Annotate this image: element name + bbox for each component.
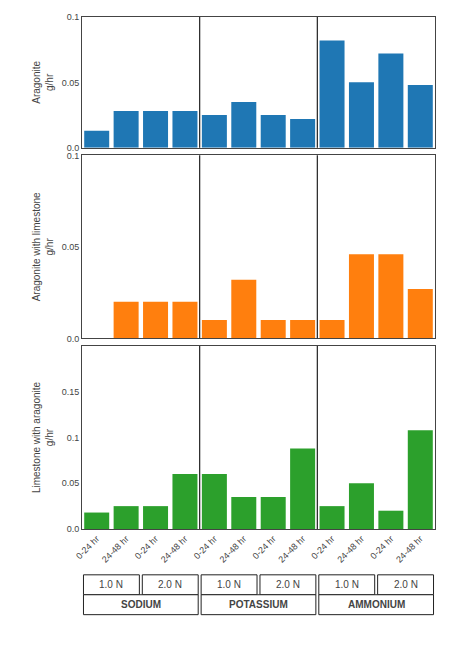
- svg-text:24-48 hr: 24-48 hr: [335, 534, 366, 565]
- svg-text:0.0: 0.0: [67, 143, 80, 153]
- svg-text:AMMONIUM: AMMONIUM: [348, 599, 405, 610]
- svg-text:24-48 hr: 24-48 hr: [276, 534, 307, 565]
- svg-text:Aragonite with limestoneg/hr: Aragonite with limestoneg/hr: [31, 192, 55, 301]
- svg-text:0-24 hr: 0-24 hr: [309, 534, 336, 561]
- svg-text:0-24 hr: 0-24 hr: [192, 534, 219, 561]
- svg-text:0-24 hr: 0-24 hr: [133, 534, 160, 561]
- svg-text:1.0 N: 1.0 N: [217, 579, 241, 590]
- svg-text:0.0: 0.0: [67, 333, 80, 343]
- svg-text:1.0 N: 1.0 N: [99, 579, 123, 590]
- svg-text:Limestone with aragoniteg/hr: Limestone with aragoniteg/hr: [31, 381, 55, 493]
- svg-text:2.0 N: 2.0 N: [158, 579, 182, 590]
- svg-text:0.1: 0.1: [67, 12, 80, 22]
- svg-text:24-48 hr: 24-48 hr: [159, 534, 190, 565]
- svg-text:0.1: 0.1: [67, 151, 80, 161]
- svg-text:0.15: 0.15: [62, 387, 80, 397]
- svg-text:24-48 hr: 24-48 hr: [100, 534, 131, 565]
- svg-text:24-48 hr: 24-48 hr: [218, 534, 249, 565]
- svg-text:0-24 hr: 0-24 hr: [251, 534, 278, 561]
- svg-text:Aragoniteg/hr: Aragoniteg/hr: [31, 61, 55, 104]
- svg-text:2.0 N: 2.0 N: [276, 579, 300, 590]
- svg-text:0.05: 0.05: [62, 78, 80, 88]
- svg-text:24-48 hr: 24-48 hr: [394, 534, 425, 565]
- svg-text:0-24 hr: 0-24 hr: [74, 534, 101, 561]
- svg-text:SODIUM: SODIUM: [121, 599, 161, 610]
- svg-text:0-24 hr: 0-24 hr: [368, 534, 395, 561]
- svg-text:0.1: 0.1: [67, 433, 80, 443]
- svg-text:0.0: 0.0: [67, 524, 80, 534]
- svg-text:0.05: 0.05: [62, 242, 80, 252]
- svg-text:1.0 N: 1.0 N: [335, 579, 359, 590]
- svg-text:POTASSIUM: POTASSIUM: [229, 599, 288, 610]
- svg-text:0.05: 0.05: [62, 478, 80, 488]
- svg-text:2.0 N: 2.0 N: [394, 579, 418, 590]
